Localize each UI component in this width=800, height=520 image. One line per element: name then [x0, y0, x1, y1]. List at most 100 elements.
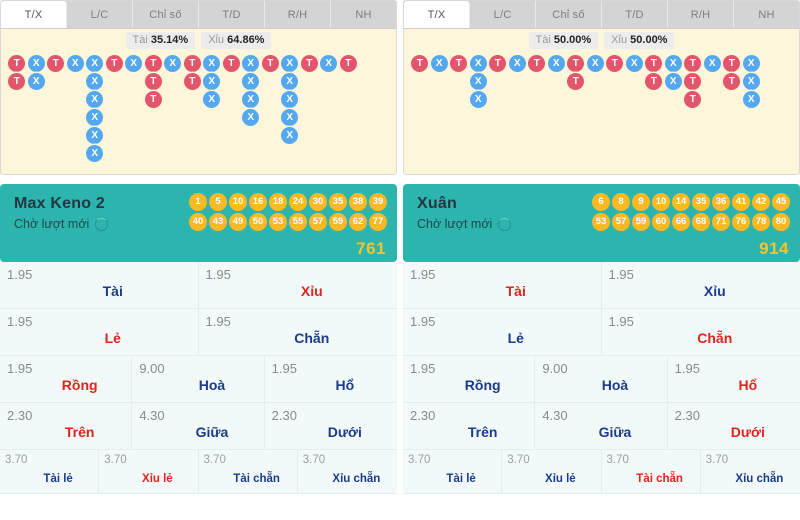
bet-name: Xỉu lẻ: [545, 473, 576, 485]
bet-option-t-i[interactable]: 1.95 Tài: [0, 262, 199, 309]
bead-xiu: X: [469, 73, 487, 90]
road-column: T: [261, 55, 281, 172]
bet-name: Chẵn: [697, 330, 733, 346]
bet-name: Giữa: [195, 424, 229, 440]
bet-option-t-i-l-[interactable]: 3.70 Tài lẻ: [0, 450, 100, 494]
bet-odds: 1.95: [205, 267, 231, 282]
bet-row: 2.30 Trên 4.30 Giữa 2.30 Dưới: [0, 403, 397, 450]
bet-option-ho-[interactable]: 9.00 Hoà: [132, 356, 265, 403]
tab-nh[interactable]: NH: [331, 1, 396, 28]
bet-option-x-u-ch-n[interactable]: 3.70 Xỉu chẵn: [297, 450, 397, 494]
bet-option-gi-a[interactable]: 4.30 Giữa: [132, 403, 265, 450]
bead-xiu: X: [430, 55, 448, 72]
loading-spinner-icon: [498, 217, 512, 231]
bet-option-ch-n[interactable]: 1.95 Chẵn: [198, 309, 397, 356]
tab-r-h[interactable]: R/H: [265, 1, 331, 28]
bet-option-l-[interactable]: 1.95 Lẻ: [403, 309, 602, 356]
tab-r-h[interactable]: R/H: [668, 1, 734, 28]
bead-xiu: X: [547, 55, 565, 72]
bet-odds: 3.70: [104, 454, 127, 466]
bet-option-r-ng[interactable]: 1.95 Rồng: [403, 356, 536, 403]
bead-xiu: X: [281, 127, 299, 144]
tab-t-d[interactable]: T/D: [199, 1, 265, 28]
bet-option-t-i-l-[interactable]: 3.70 Tài lẻ: [403, 450, 503, 494]
tab-nh[interactable]: NH: [734, 1, 799, 28]
bet-option-x-u[interactable]: 1.95 Xỉu: [601, 262, 800, 309]
bet-odds: 2.30: [410, 408, 436, 423]
bet-option-d-i[interactable]: 2.30 Dưới: [667, 403, 800, 450]
bet-option-t-i[interactable]: 1.95 Tài: [403, 262, 602, 309]
bet-odds: 1.95: [410, 361, 436, 376]
road-column: T: [527, 55, 547, 172]
number-ball: 53: [592, 213, 610, 231]
tab-ch-s-[interactable]: Chỉ số: [133, 1, 199, 28]
bet-option-ch-n[interactable]: 1.95 Chẵn: [601, 309, 800, 356]
bet-option-x-u[interactable]: 1.95 Xỉu: [198, 262, 397, 309]
bet-odds: 1.95: [7, 361, 33, 376]
bet-row: 1.95 Tài 1.95 Xỉu: [403, 262, 800, 309]
bead-tai: T: [723, 55, 741, 72]
bead-tai: T: [684, 55, 702, 72]
tab-ch-s-[interactable]: Chỉ số: [536, 1, 602, 28]
bet-option-t-i-ch-n[interactable]: 3.70 Tài chẵn: [198, 450, 298, 494]
percent-label: Tài: [132, 34, 148, 46]
bet-odds: 4.30: [139, 408, 165, 423]
bet-name: Hoà: [601, 377, 629, 393]
percent-badge-tài: Tài 50.00%: [528, 32, 599, 49]
bet-option-tr-n[interactable]: 2.30 Trên: [0, 403, 133, 450]
bet-option-x-u-l-[interactable]: 3.70 Xỉu lẻ: [502, 450, 602, 494]
bet-name: Hoà: [198, 377, 226, 393]
tab-t-x[interactable]: T/X: [1, 1, 67, 28]
bet-option-tr-n[interactable]: 2.30 Trên: [403, 403, 536, 450]
bet-odds: 2.30: [7, 408, 33, 423]
bet-odds: 9.00: [542, 361, 568, 376]
bet-option-t-i-ch-n[interactable]: 3.70 Tài chẵn: [601, 450, 701, 494]
bead-tai: T: [684, 91, 702, 108]
bead-tai: T: [567, 73, 585, 90]
bet-name: Xỉu chẵn: [332, 473, 381, 485]
bet-odds: 1.95: [410, 267, 436, 282]
tab-l-c[interactable]: L/C: [67, 1, 133, 28]
road-column: X: [586, 55, 606, 172]
bet-name: Trên: [64, 424, 95, 440]
road-card: T/X L/C Chỉ số T/D R/H NH Tài 35.14% Xỉu 64.86%…: [0, 0, 397, 175]
number-ball: 16: [249, 193, 267, 211]
percent-value: 50.00%: [630, 34, 668, 46]
game-status-label: Chờ lượt mới: [14, 217, 90, 231]
bet-option-ho-[interactable]: 9.00 Hoà: [535, 356, 668, 403]
bet-name: Xỉu lẻ: [142, 473, 173, 485]
bead-tai: T: [645, 73, 663, 90]
tab-l-c[interactable]: L/C: [470, 1, 536, 28]
draw-counter: 914: [759, 239, 789, 258]
bet-option-h-[interactable]: 1.95 Hổ: [667, 356, 800, 403]
percent-label: Tài: [535, 34, 551, 46]
bead-xiu: X: [203, 91, 221, 108]
tab-t-d[interactable]: T/D: [602, 1, 668, 28]
road-column: T: [105, 55, 125, 172]
number-ball: 77: [369, 213, 387, 231]
road-column: X: [430, 55, 450, 172]
game-status: Chờ lượt mới: [14, 217, 385, 231]
bet-odds: 1.95: [7, 314, 33, 329]
bet-option-x-u-ch-n[interactable]: 3.70 Xỉu chẵn: [700, 450, 800, 494]
road-column: T: [605, 55, 625, 172]
bead-xiu: X: [86, 127, 104, 144]
bet-grid: 1.95 Tài 1.95 Xỉu 1.95 Lẻ 1.95 Chẵn 1.95 Rồng 9.00…: [0, 262, 397, 494]
bead-xiu: X: [664, 55, 682, 72]
bet-option-d-i[interactable]: 2.30 Dưới: [264, 403, 397, 450]
bet-odds: 1.95: [608, 314, 634, 329]
bead-tai: T: [645, 55, 663, 72]
percent-bar: Tài 50.00% Xỉu 50.00%: [404, 32, 799, 49]
bead-xiu: X: [281, 91, 299, 108]
bet-option-gi-a[interactable]: 4.30 Giữa: [535, 403, 668, 450]
bet-option-h-[interactable]: 1.95 Hổ: [264, 356, 397, 403]
bet-option-l-[interactable]: 1.95 Lẻ: [0, 309, 199, 356]
percent-label: Xỉu: [611, 34, 628, 46]
bet-option-x-u-l-[interactable]: 3.70 Xỉu lẻ: [99, 450, 199, 494]
tab-t-x[interactable]: T/X: [404, 1, 470, 28]
bet-option-r-ng[interactable]: 1.95 Rồng: [0, 356, 133, 403]
